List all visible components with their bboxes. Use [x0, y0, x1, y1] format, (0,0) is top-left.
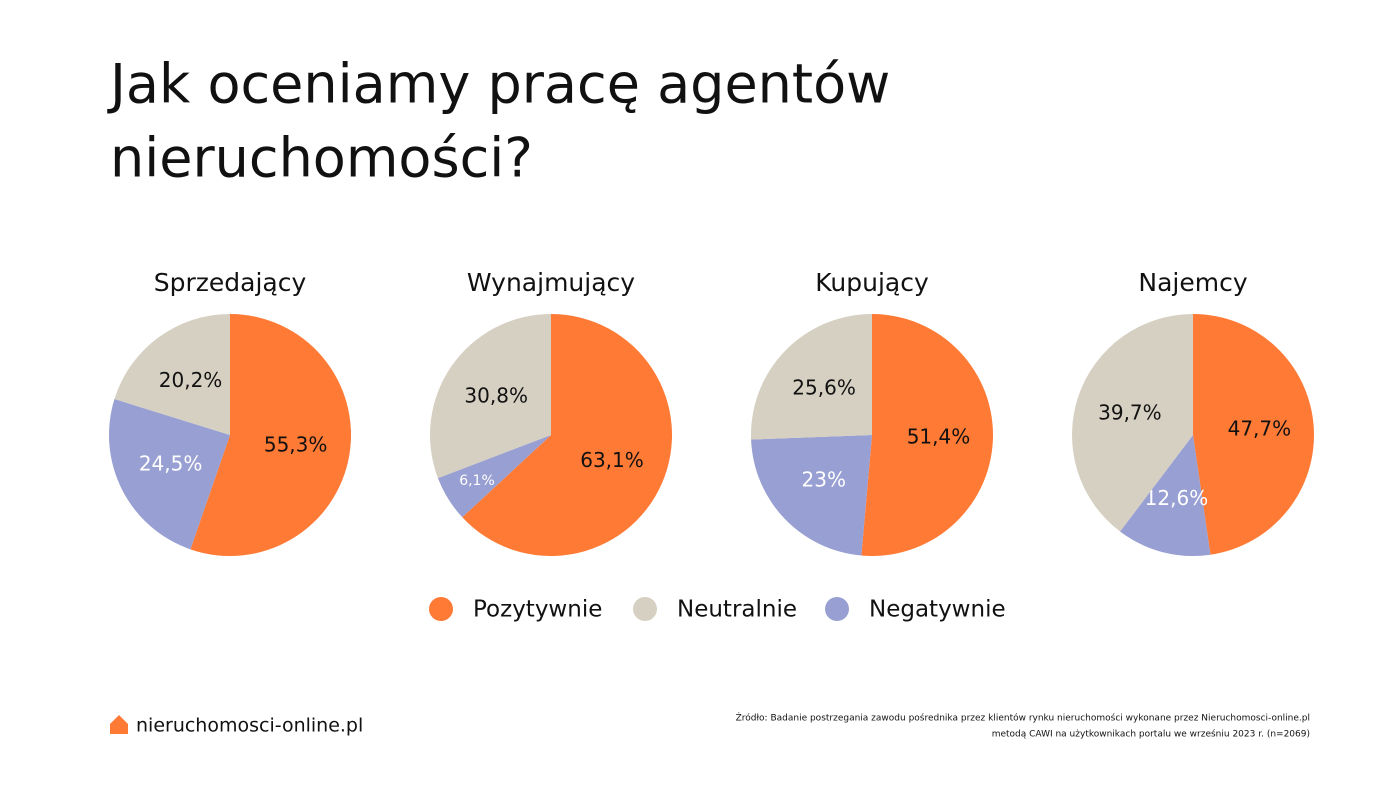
pie-slice [751, 314, 872, 440]
pie-title: Kupujący [815, 268, 929, 297]
source: metodą CAWI na użytkownikach portalu we … [992, 729, 1310, 740]
data-label: 12,6% [1145, 486, 1209, 510]
pie-title: Sprzedający [154, 268, 307, 297]
pie-slice [108, 399, 230, 550]
legend-marker [825, 597, 849, 621]
pie-title: Wynajmujący [467, 268, 635, 297]
pie-slice [1072, 314, 1193, 532]
title-line: Jak oceniamy pracę agentów [107, 53, 890, 116]
legend-label: Negatywnie [869, 597, 1006, 623]
data-label: 25,6% [792, 375, 856, 399]
data-label: 20,2% [159, 368, 223, 392]
brand: nieruchomosci-online.pl [136, 715, 363, 737]
data-label: 39,7% [1098, 400, 1162, 424]
source: Źródło: Badanie postrzegania zawodu pośr… [736, 712, 1310, 724]
data-label: 30,8% [464, 384, 528, 408]
brand-icon [110, 715, 128, 734]
pie-slice [1193, 314, 1314, 555]
title-line: nieruchomości? [110, 127, 533, 190]
data-label: 23% [802, 467, 846, 491]
pie-slice [1120, 435, 1211, 556]
pie-slice [114, 314, 230, 435]
legend-label: Neutralnie [677, 597, 797, 623]
pie-slice [462, 314, 673, 556]
legend-marker [633, 597, 657, 621]
data-label: 63,1% [580, 448, 644, 472]
data-label: 47,7% [1228, 417, 1292, 441]
data-label: 24,5% [139, 452, 203, 476]
pie-slice [751, 435, 872, 556]
data-label: 51,4% [907, 424, 971, 448]
pie-slice [437, 435, 551, 518]
pie-slice [861, 313, 994, 556]
pie-slice [190, 314, 351, 556]
legend-label: Pozytywnie [473, 597, 602, 623]
data-label: 55,3% [264, 433, 328, 457]
data-label: 6,1% [459, 473, 495, 489]
pie-slice [430, 314, 551, 479]
legend-marker [429, 597, 453, 621]
pie-title: Najemcy [1138, 268, 1247, 297]
